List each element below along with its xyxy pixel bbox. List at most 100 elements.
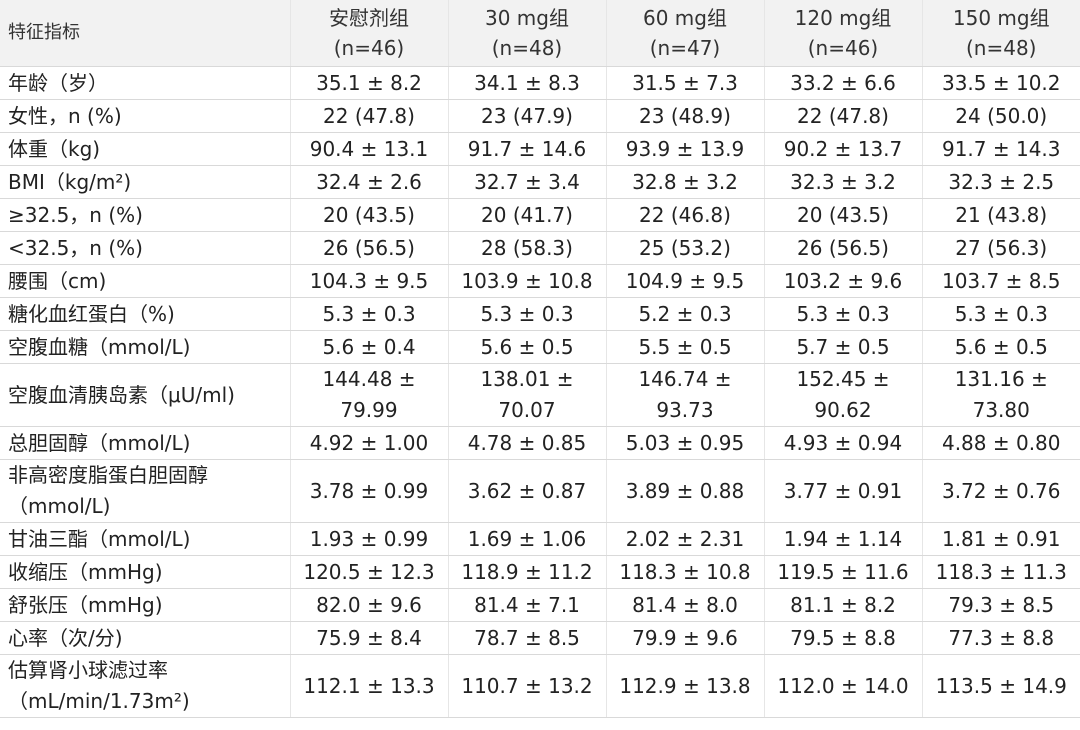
table-row: 年龄（岁） 35.1 ± 8.2 34.1 ± 8.3 31.5 ± 7.3 33.2 … — [0, 66, 1080, 100]
value-cell: 118.3 ± 11.3 — [922, 555, 1080, 589]
value-cell: 82.0 ± 9.6 — [290, 588, 449, 622]
value-cell: 20 (43.5) — [764, 198, 923, 232]
value-cell: 104.3 ± 9.5 — [290, 264, 449, 298]
value-cell: 112.9 ± 13.8 — [606, 654, 765, 718]
group-sample-size: (n=48) — [491, 36, 563, 60]
row-label-cell: 舒张压（mmHg) — [0, 588, 291, 622]
value-cell: 79.3 ± 8.5 — [922, 588, 1080, 622]
table-row: 甘油三酯（mmol/L) 1.93 ± 0.99 1.69 ± 1.06 2.02 ±… — [0, 522, 1080, 556]
value-cell: 4.92 ± 1.00 — [290, 426, 449, 460]
value-cell: 32.7 ± 3.4 — [448, 165, 607, 199]
row-label-cell: 收缩压（mmHg) — [0, 555, 291, 589]
value-cell: 75.9 ± 8.4 — [290, 621, 449, 655]
group-sample-size: (n=48) — [966, 36, 1037, 60]
row-label-cell: 空腹血糖（mmol/L) — [0, 330, 291, 364]
value-cell: 131.16 ± 73.80 — [922, 363, 1080, 427]
group-sample-size: (n=46) — [807, 36, 879, 60]
value-cell: 118.9 ± 11.2 — [448, 555, 607, 589]
row-label-cell: 腰围（cm) — [0, 264, 291, 298]
value-cell: 32.3 ± 3.2 — [764, 165, 923, 199]
value-cell: 103.7 ± 8.5 — [922, 264, 1080, 298]
value-cell: 5.5 ± 0.5 — [606, 330, 765, 364]
value-cell: 81.4 ± 8.0 — [606, 588, 765, 622]
table-row: ≥32.5，n (%) 20 (43.5) 20 (41.7) 22 (46.8) 20… — [0, 198, 1080, 232]
value-cell: 23 (47.9) — [448, 99, 607, 133]
value-cell: 5.6 ± 0.5 — [448, 330, 607, 364]
table-row: 心率（次/分) 75.9 ± 8.4 78.7 ± 8.5 79.9 ± 9.6 79.… — [0, 621, 1080, 655]
header-group-cell: 60 mg组 (n=47) — [606, 0, 765, 67]
header-group-cell: 150 mg组 (n=48) — [922, 0, 1080, 67]
value-cell: 90.2 ± 13.7 — [764, 132, 923, 166]
value-cell: 26 (56.5) — [290, 231, 449, 265]
value-cell: 5.3 ± 0.3 — [448, 297, 607, 331]
value-cell: 5.2 ± 0.3 — [606, 297, 765, 331]
group-name: 60 mg组 — [643, 6, 727, 30]
value-cell: 1.94 ± 1.14 — [764, 522, 923, 556]
value-cell: 34.1 ± 8.3 — [448, 66, 607, 100]
value-cell: 79.9 ± 9.6 — [606, 621, 765, 655]
header-row: 特征指标 安慰剂组 (n=46) 30 mg组 (n=48) 60 mg组 (n=47) 1… — [0, 0, 1080, 67]
group-sample-size: (n=47) — [649, 36, 721, 60]
value-cell: 4.78 ± 0.85 — [448, 426, 607, 460]
value-cell: 32.3 ± 2.5 — [922, 165, 1080, 199]
value-cell: 27 (56.3) — [922, 231, 1080, 265]
table-row: 糖化血红蛋白（%) 5.3 ± 0.3 5.3 ± 0.3 5.2 ± 0.3 5.3 … — [0, 297, 1080, 331]
value-cell: 32.8 ± 3.2 — [606, 165, 765, 199]
value-cell: 112.0 ± 14.0 — [764, 654, 923, 718]
group-name: 120 mg组 — [794, 6, 892, 30]
table-row: 估算肾小球滤过率（mL/min/1.73m²) 112.1 ± 13.3 110.7… — [0, 654, 1080, 718]
value-cell: 25 (53.2) — [606, 231, 765, 265]
value-cell: 5.6 ± 0.5 — [922, 330, 1080, 364]
value-cell: 1.93 ± 0.99 — [290, 522, 449, 556]
row-label-cell: 女性，n (%) — [0, 99, 291, 133]
row-label-cell: 甘油三酯（mmol/L) — [0, 522, 291, 556]
value-cell: 1.81 ± 0.91 — [922, 522, 1080, 556]
group-name: 安慰剂组 — [329, 6, 409, 30]
row-label-cell: 估算肾小球滤过率（mL/min/1.73m²) — [0, 654, 291, 718]
value-cell: 110.7 ± 13.2 — [448, 654, 607, 718]
row-label-cell: ≥32.5，n (%) — [0, 198, 291, 232]
value-cell: 5.3 ± 0.3 — [764, 297, 923, 331]
value-cell: 77.3 ± 8.8 — [922, 621, 1080, 655]
value-cell: 103.9 ± 10.8 — [448, 264, 607, 298]
value-cell: 20 (43.5) — [290, 198, 449, 232]
value-cell: 22 (47.8) — [764, 99, 923, 133]
row-label-cell: 总胆固醇（mmol/L) — [0, 426, 291, 460]
table-row: 女性，n (%) 22 (47.8) 23 (47.9) 23 (48.9) 22 (4… — [0, 99, 1080, 133]
value-cell: 23 (48.9) — [606, 99, 765, 133]
value-cell: 81.4 ± 7.1 — [448, 588, 607, 622]
value-cell: 120.5 ± 12.3 — [290, 555, 449, 589]
value-cell: 32.4 ± 2.6 — [290, 165, 449, 199]
value-cell: 33.5 ± 10.2 — [922, 66, 1080, 100]
row-label-cell: 年龄（岁） — [0, 66, 291, 100]
row-label-cell: 非高密度脂蛋白胆固醇（mmol/L) — [0, 459, 291, 523]
value-cell: 4.93 ± 0.94 — [764, 426, 923, 460]
table-row: 非高密度脂蛋白胆固醇（mmol/L) 3.78 ± 0.99 3.62 ± 0.87… — [0, 459, 1080, 523]
row-label-cell: 空腹血清胰岛素（μU/ml) — [0, 363, 291, 427]
value-cell: 152.45 ± 90.62 — [764, 363, 923, 427]
table-row: 收缩压（mmHg) 120.5 ± 12.3 118.9 ± 11.2 118.3 ±… — [0, 555, 1080, 589]
table-row: <32.5，n (%) 26 (56.5) 28 (58.3) 25 (53.2) 26… — [0, 231, 1080, 265]
table-row: 舒张压（mmHg) 82.0 ± 9.6 81.4 ± 7.1 81.4 ± 8.0 8… — [0, 588, 1080, 622]
header-group-cell: 安慰剂组 (n=46) — [290, 0, 449, 67]
value-cell: 3.72 ± 0.76 — [922, 459, 1080, 523]
table-row: 体重（kg) 90.4 ± 13.1 91.7 ± 14.6 93.9 ± 13.9 9… — [0, 132, 1080, 166]
group-name: 30 mg组 — [485, 6, 569, 30]
value-cell: 22 (46.8) — [606, 198, 765, 232]
value-cell: 103.2 ± 9.6 — [764, 264, 923, 298]
value-cell: 112.1 ± 13.3 — [290, 654, 449, 718]
value-cell: 90.4 ± 13.1 — [290, 132, 449, 166]
value-cell: 20 (41.7) — [448, 198, 607, 232]
value-cell: 119.5 ± 11.6 — [764, 555, 923, 589]
row-label-cell: 体重（kg) — [0, 132, 291, 166]
row-label-cell: 心率（次/分) — [0, 621, 291, 655]
value-cell: 22 (47.8) — [290, 99, 449, 133]
header-label-cell: 特征指标 — [0, 0, 291, 67]
value-cell: 118.3 ± 10.8 — [606, 555, 765, 589]
value-cell: 91.7 ± 14.3 — [922, 132, 1080, 166]
value-cell: 78.7 ± 8.5 — [448, 621, 607, 655]
value-cell: 3.77 ± 0.91 — [764, 459, 923, 523]
group-name: 150 mg组 — [952, 6, 1050, 30]
table-row: 空腹血清胰岛素（μU/ml) 144.48 ± 79.99 138.01 ± 70.… — [0, 363, 1080, 427]
